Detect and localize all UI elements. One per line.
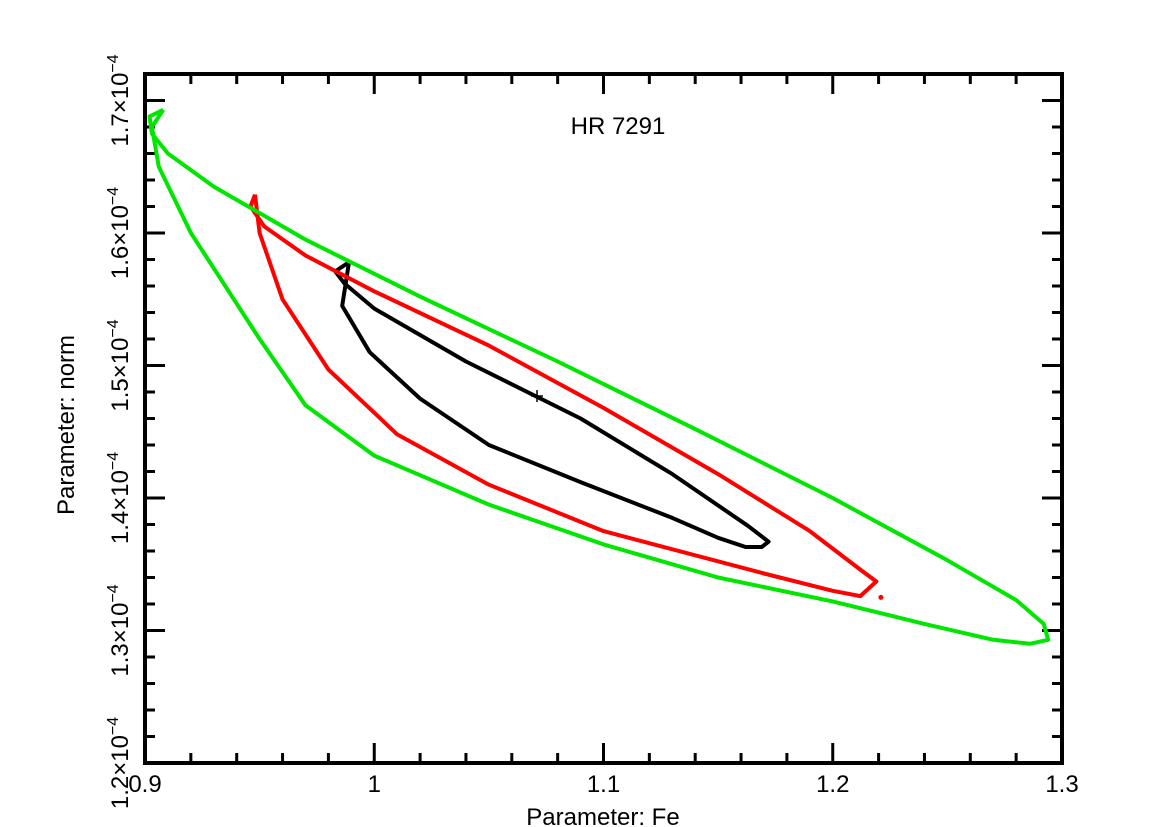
best-fit-marker <box>531 389 544 402</box>
axis-ticks <box>143 74 1064 765</box>
x-tick-label: 1.2 <box>816 771 849 798</box>
y-tick-label: 1.3×10−4 <box>105 584 134 676</box>
x-tick-label: 1.3 <box>1045 771 1078 798</box>
y-tick-label: 1.4×10−4 <box>105 452 134 544</box>
contour-line-1 <box>333 260 771 549</box>
contour-line-2 <box>248 193 879 599</box>
y-tick-label: 1.5×10−4 <box>105 319 134 411</box>
y-tick-label: 1.2×10−4 <box>105 717 134 809</box>
contour-line-3 <box>147 107 1051 646</box>
contour-stray-point <box>878 594 884 600</box>
x-axis-title: Parameter: Fe <box>526 804 679 827</box>
y-tick-label: 1.6×10−4 <box>105 187 134 279</box>
y-tick-labels: 1.2×10−4 1.3×10−4 1.4×10−4 1.5×10−4 1.6×10−4… <box>105 54 134 809</box>
plot-frame <box>143 72 1064 765</box>
chart-annotation: HR 7291 <box>571 113 666 140</box>
x-tick-label: 1 <box>368 771 381 798</box>
contour-series <box>147 107 1051 646</box>
x-tick-label: 1.1 <box>587 771 620 798</box>
x-tick-label: 0.9 <box>128 771 161 798</box>
y-axis-title: Parameter: norm <box>53 335 80 515</box>
x-tick-labels: 0.9 1 1.1 1.2 1.3 <box>128 771 1078 798</box>
y-tick-label: 1.7×10−4 <box>105 54 134 146</box>
